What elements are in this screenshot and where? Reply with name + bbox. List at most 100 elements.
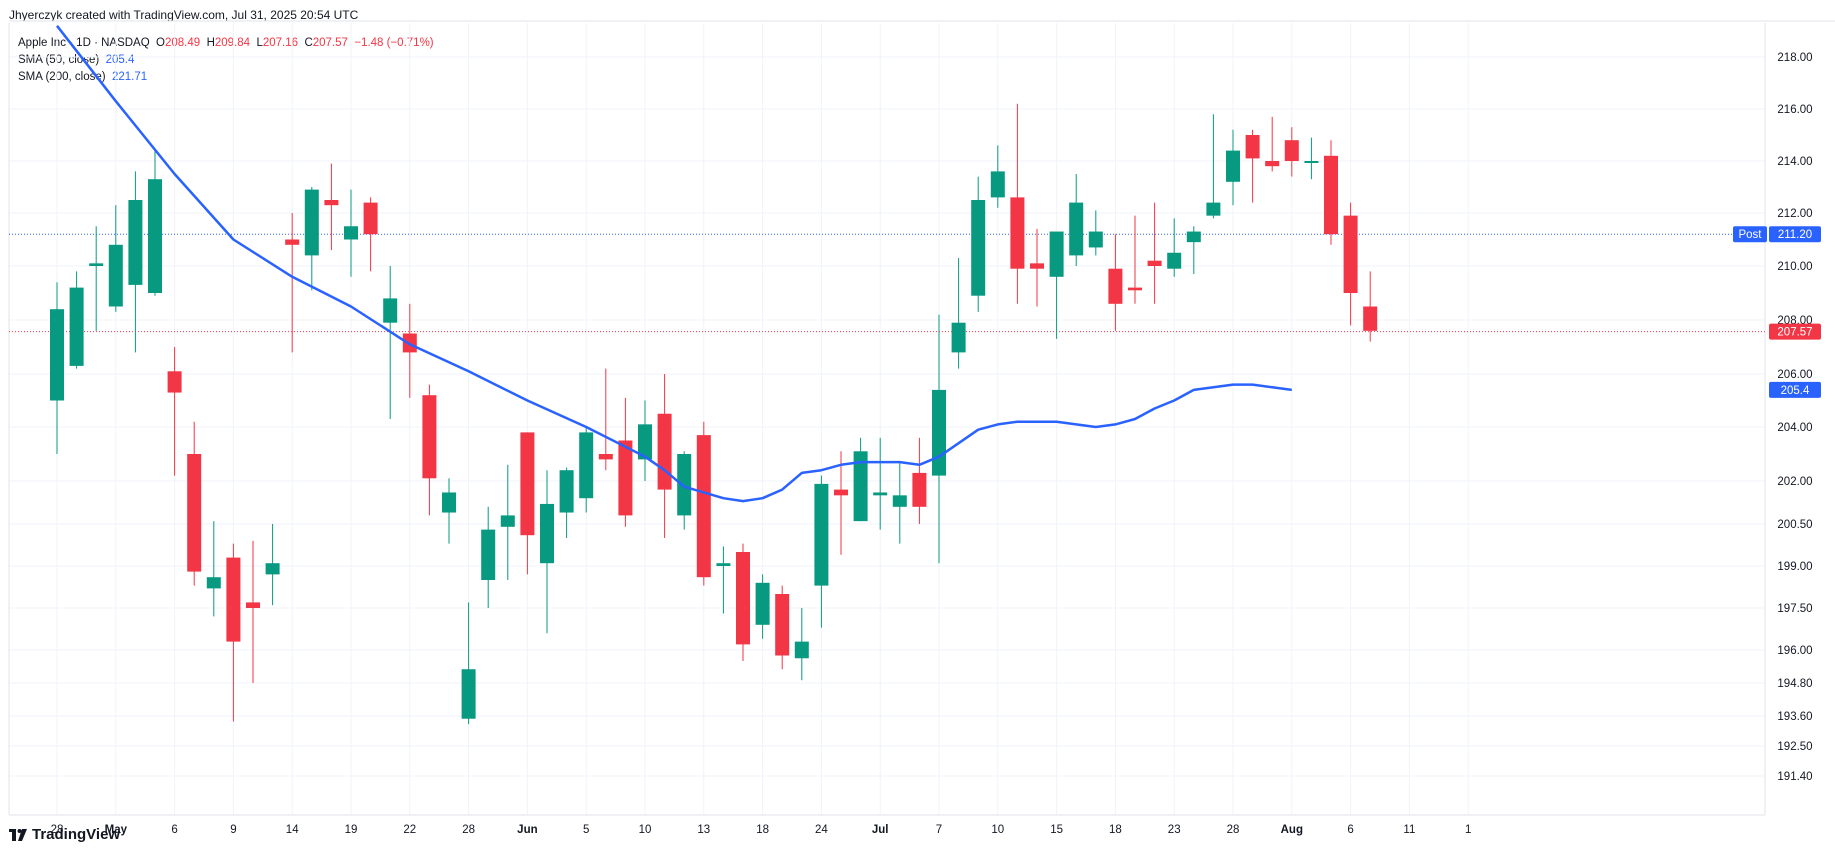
candle-body[interactable]	[148, 179, 162, 293]
candle-body[interactable]	[461, 669, 476, 719]
candle-body[interactable]	[187, 454, 202, 572]
candle-body[interactable]	[971, 200, 986, 296]
time-axis-label: Jul	[872, 824, 889, 836]
candle-body[interactable]	[618, 440, 633, 516]
candle-body[interactable]	[246, 602, 260, 608]
candle-body[interactable]	[344, 226, 358, 240]
candle-body[interactable]	[755, 582, 770, 625]
time-axis-label: 19	[345, 824, 358, 836]
sma50-line[interactable]	[56, 25, 1292, 503]
candle-body[interactable]	[1324, 155, 1338, 235]
candle-body[interactable]	[579, 432, 594, 499]
tradingview-logo-text: TradingView	[32, 826, 121, 843]
time-axis-label: 28	[51, 824, 64, 836]
tradingview-logo[interactable]: TradingView	[9, 826, 120, 843]
candle-body[interactable]	[1304, 161, 1319, 163]
time-axis-label: 23	[1168, 824, 1181, 836]
candle-body[interactable]	[1069, 202, 1084, 256]
candle-body[interactable]	[716, 563, 731, 566]
candle-body[interactable]	[206, 577, 221, 589]
candle-body[interactable]	[442, 492, 456, 513]
candle-body[interactable]	[1284, 140, 1299, 161]
price-axis-label: 210.00	[1777, 261, 1812, 273]
candle-body[interactable]	[775, 594, 790, 656]
sma-price-badge-bg	[1769, 381, 1821, 398]
candle-body[interactable]	[1245, 135, 1260, 159]
time-axis-label: 6	[1347, 824, 1353, 836]
candle-body[interactable]	[794, 641, 809, 659]
candle-body[interactable]	[265, 563, 280, 575]
post-tag-bg	[1733, 226, 1767, 243]
candle-body[interactable]	[324, 200, 339, 206]
candle-body[interactable]	[892, 495, 907, 507]
candle-body[interactable]	[520, 432, 535, 536]
candle-body[interactable]	[559, 470, 574, 513]
candle-body[interactable]	[853, 451, 868, 522]
candle-body[interactable]	[383, 298, 398, 323]
candle-body[interactable]	[69, 287, 84, 366]
candle-body[interactable]	[481, 529, 496, 580]
sma200-row[interactable]: SMA (200, close) 221.71	[18, 71, 148, 83]
candle-body[interactable]	[1108, 268, 1123, 304]
candle-body[interactable]	[422, 395, 437, 479]
candle-body[interactable]	[834, 489, 848, 496]
post-price-badge-bg	[1769, 226, 1821, 243]
candle-body[interactable]	[540, 503, 554, 564]
price-axis-label: 192.50	[1777, 741, 1812, 753]
candle-body[interactable]	[638, 424, 652, 460]
candle-body[interactable]	[1186, 231, 1201, 243]
open-value: 208.49	[165, 37, 201, 49]
price-axis-label: 191.40	[1777, 771, 1812, 783]
candle-body[interactable]	[814, 483, 829, 586]
candle-body[interactable]	[1088, 231, 1103, 248]
candle-body[interactable]	[1265, 161, 1280, 167]
candle-body[interactable]	[932, 389, 946, 476]
candle-body[interactable]	[677, 454, 692, 516]
candle-body[interactable]	[167, 371, 182, 393]
change-value: −1.48 (−0.71%)	[354, 37, 434, 49]
candle-body[interactable]	[500, 515, 515, 527]
price-axis-label: 218.00	[1777, 52, 1812, 64]
candle-body[interactable]	[912, 472, 927, 507]
candle-body[interactable]	[1049, 231, 1064, 277]
last-price-badge-bg	[1769, 323, 1821, 340]
candle-body[interactable]	[226, 557, 241, 642]
candle-body[interactable]	[1206, 202, 1221, 216]
candle-body[interactable]	[128, 200, 143, 285]
symbol-label[interactable]: Apple Inc · 1D · NASDAQ	[18, 37, 150, 49]
candle-body[interactable]	[873, 492, 888, 496]
candle-body[interactable]	[285, 239, 300, 245]
low-value: 207.16	[262, 37, 299, 49]
time-axis-label: 6	[171, 824, 177, 836]
candle-body[interactable]	[50, 309, 64, 401]
candle-body[interactable]	[1226, 150, 1240, 182]
candle-body[interactable]	[736, 552, 750, 645]
candle-body[interactable]	[696, 435, 711, 578]
time-axis-label: 11	[1403, 824, 1415, 836]
time-axis-label: 24	[815, 824, 828, 836]
candle-body[interactable]	[598, 454, 613, 460]
candle-body[interactable]	[89, 263, 104, 266]
candle-body[interactable]	[363, 202, 378, 235]
post-price-badge: 211.20	[1778, 229, 1812, 241]
time-axis-label: 28	[1227, 824, 1240, 836]
candle-body[interactable]	[1030, 263, 1044, 269]
candle-body[interactable]	[1128, 287, 1142, 291]
time-axis-label: 18	[1109, 824, 1122, 836]
candle-body[interactable]	[1343, 215, 1358, 293]
candle-body[interactable]	[1147, 260, 1162, 266]
candle-body[interactable]	[657, 413, 672, 490]
tradingview-logo-icon	[9, 828, 27, 841]
candle-body[interactable]	[951, 322, 966, 353]
candle-body[interactable]	[108, 244, 123, 307]
time-axis-label: 9	[230, 824, 236, 836]
candle-body[interactable]	[1010, 197, 1025, 269]
price-axis-label: 216.00	[1777, 104, 1812, 116]
candle-body[interactable]	[1167, 252, 1182, 269]
candle-body[interactable]	[990, 171, 1005, 198]
candle-body[interactable]	[1363, 306, 1378, 331]
price-axis-label: 193.60	[1777, 711, 1812, 723]
last-price-badge: 207.57	[1777, 327, 1812, 339]
candle-body[interactable]	[304, 189, 319, 256]
